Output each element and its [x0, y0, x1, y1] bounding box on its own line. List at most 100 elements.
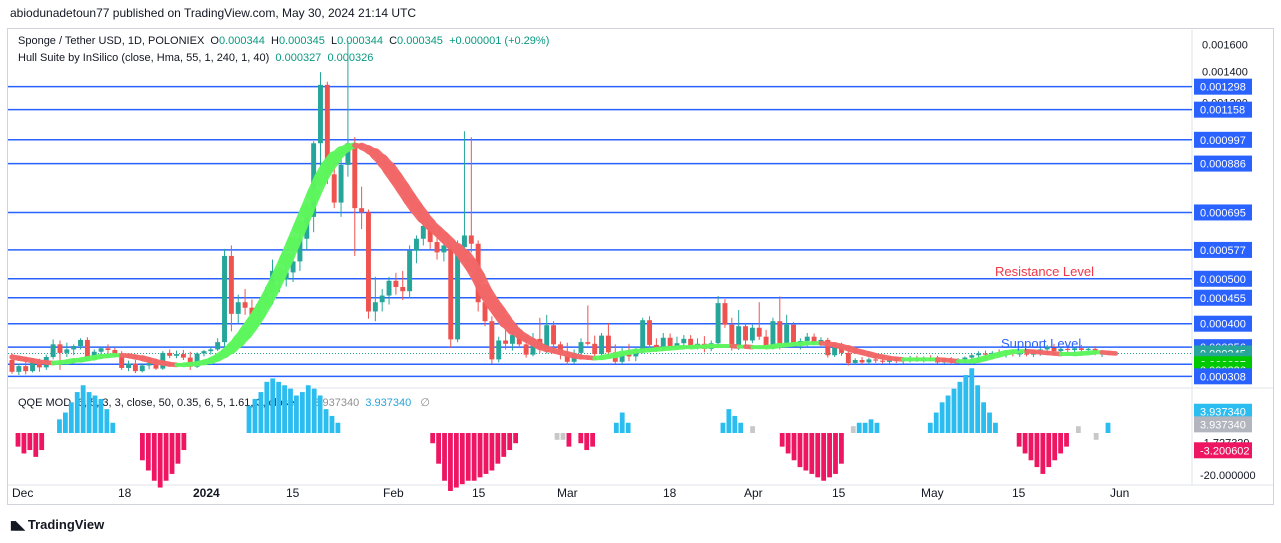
price-label-bg: [1194, 204, 1252, 221]
candle-body: [811, 336, 817, 344]
qqe-bar: [750, 426, 755, 433]
qqe-bar: [270, 378, 276, 433]
qqe-bar: [1105, 422, 1111, 433]
candle-body: [222, 255, 227, 343]
candle-body: [84, 339, 90, 360]
qqe-bar: [815, 433, 821, 478]
candle-body: [352, 143, 358, 209]
hull-name[interactable]: Hull Suite by InSilico (close, Hma, 55, …: [18, 52, 270, 64]
candle-body: [667, 337, 673, 347]
candle-body: [839, 347, 844, 353]
candle-body: [16, 366, 22, 372]
qqe-bar: [868, 419, 874, 433]
qqe-bar: [862, 422, 868, 433]
candle-body: [866, 359, 872, 363]
candle-body: [605, 335, 611, 353]
date-tick-label: Feb: [383, 486, 404, 500]
qqe-bar: [827, 433, 832, 478]
candle-body: [736, 326, 742, 348]
price-label-bg: [1194, 131, 1252, 148]
price-label: 0.001298: [1200, 82, 1246, 94]
qqe-bar: [294, 395, 299, 433]
qqe-bar: [305, 385, 311, 433]
symbol-name[interactable]: Sponge / Tether USD, 1D, POLONIEX: [18, 35, 205, 47]
qqe-bar: [1040, 433, 1046, 474]
candle-body: [585, 342, 591, 344]
publish-info: abiodunadetoun77 published on TradingVie…: [10, 6, 417, 20]
qqe-value-label: 3.937340: [1200, 419, 1246, 431]
candle-body: [366, 212, 371, 312]
hull-value-2: 0.000326: [327, 52, 374, 64]
price-label: 0.000500: [1200, 274, 1246, 286]
candle-body: [887, 359, 892, 362]
qqe-bar: [323, 409, 329, 433]
candle-body: [400, 286, 406, 292]
qqe-value-2: 3.937340: [365, 397, 412, 409]
candle-body: [434, 242, 440, 253]
qqe-bar: [1093, 433, 1099, 440]
price-label: 0.000886: [1200, 159, 1246, 171]
qqe-bar: [969, 368, 975, 433]
qqe-bar: [927, 422, 933, 433]
candle-body: [427, 225, 433, 243]
candle-body: [324, 84, 330, 175]
qqe-bar: [157, 433, 163, 488]
qqe-bar: [181, 433, 187, 451]
candle-body: [1024, 353, 1030, 355]
candle-body: [482, 302, 488, 322]
qqe-bar: [145, 433, 151, 471]
qqe-bar: [839, 433, 844, 464]
candle-body: [119, 355, 125, 368]
qqe-bar: [1052, 433, 1058, 461]
candle-body: [503, 340, 509, 344]
candle-body: [36, 361, 42, 368]
qqe-bar: [566, 433, 572, 447]
qqe-bar: [987, 412, 992, 433]
candle-body: [489, 321, 495, 360]
qqe-tick-label: -20.000000: [1200, 470, 1256, 482]
qqe-bar: [489, 433, 495, 471]
qqe-bar: [850, 426, 856, 433]
candle-body: [804, 336, 810, 342]
candle-body: [71, 346, 77, 350]
candle-body: [407, 250, 413, 292]
date-tick-label: 15: [1012, 486, 1026, 500]
candle-body: [976, 353, 982, 356]
date-tick-label: 18: [118, 486, 132, 500]
candle-body: [386, 280, 392, 296]
qqe-bar: [92, 395, 98, 433]
price-label-bg: [1194, 101, 1252, 118]
qqe-bar: [507, 433, 513, 451]
qqe-bar: [430, 433, 436, 444]
candle-body: [496, 340, 502, 360]
candle-body: [633, 351, 639, 357]
candle-body: [578, 342, 584, 353]
qqe-value-label-bg: [1194, 416, 1252, 433]
candle-body: [228, 255, 234, 314]
candle-body: [743, 326, 748, 341]
candle-body: [756, 327, 762, 337]
qqe-bar: [62, 412, 68, 433]
candle-body: [64, 349, 70, 353]
high-value: 0.000345: [278, 35, 325, 47]
qqe-bar: [175, 433, 181, 464]
qqe-bar: [732, 415, 738, 433]
candle-body: [379, 295, 385, 303]
price-label: 0.000455: [1200, 293, 1246, 305]
candle-body: [78, 339, 84, 347]
candle-body: [660, 337, 666, 348]
low-label: L: [330, 35, 338, 47]
qqe-bar: [578, 433, 584, 444]
qqe-value-1: 3.937340: [313, 397, 360, 409]
candle-body: [242, 302, 248, 308]
change-value: +0.000001 (+0.29%): [449, 35, 550, 47]
qqe-bar: [625, 422, 631, 433]
price-label-bg: [1194, 241, 1252, 258]
candle-body: [146, 363, 152, 366]
candle-body: [592, 343, 598, 355]
qqe-bar: [590, 433, 596, 447]
price-label-bg: [1194, 78, 1252, 95]
qqe-bar: [471, 433, 477, 481]
candle-body: [784, 324, 790, 345]
